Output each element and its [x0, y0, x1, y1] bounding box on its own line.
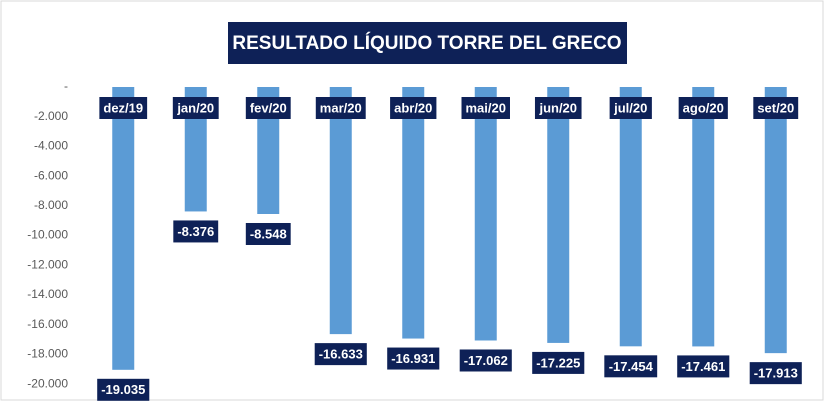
- y-tick-label: -18.000: [27, 347, 68, 361]
- value-label-box: [677, 355, 730, 378]
- x-tick-label: jan/20: [176, 100, 214, 115]
- x-tick-label: fev/20: [250, 100, 287, 115]
- x-tick-label-box: [315, 97, 366, 119]
- value-label: -16.931: [391, 351, 435, 366]
- bar: [547, 87, 570, 343]
- y-tick-label: -20.000: [27, 376, 68, 390]
- value-label: -17.454: [609, 359, 654, 374]
- y-tick-label: -12.000: [27, 257, 68, 271]
- value-label: -8.548: [250, 226, 287, 241]
- y-tick-label: -14.000: [27, 287, 68, 301]
- value-label-box: [245, 222, 291, 245]
- x-tick-label-box: [461, 97, 510, 119]
- y-tick-label: -10.000: [27, 228, 68, 242]
- chart-title: RESULTADO LÍQUIDO TORRE DEL GRECO: [232, 32, 621, 54]
- bar: [402, 87, 425, 339]
- bar: [692, 87, 715, 347]
- bar: [112, 87, 135, 370]
- x-tick-label-box: [245, 97, 291, 119]
- x-tick-label-box: [99, 97, 148, 119]
- y-tick-label: -16.000: [27, 317, 68, 331]
- value-label: -8.376: [177, 224, 214, 239]
- x-tick-label-box: [678, 97, 728, 119]
- value-label-box: [173, 220, 219, 243]
- x-tick-label-box: [753, 97, 799, 119]
- x-tick-label: jun/20: [538, 100, 577, 115]
- x-tick-label: ago/20: [683, 100, 724, 115]
- y-tick-label: -4.000: [34, 139, 68, 153]
- x-tick-label-box: [172, 97, 219, 119]
- value-label: -17.461: [681, 359, 725, 374]
- value-label: -17.913: [754, 366, 798, 381]
- x-tick-label: dez/19: [103, 100, 143, 115]
- value-label: -16.633: [319, 347, 363, 362]
- y-tick-label: -: [64, 79, 68, 93]
- x-tick-label: set/20: [757, 100, 794, 115]
- value-label-box: [532, 351, 585, 374]
- bar: [329, 87, 352, 335]
- title-box: [228, 22, 627, 64]
- x-tick-label-box: [534, 97, 582, 119]
- value-label-box: [387, 347, 440, 370]
- bar: [474, 87, 497, 341]
- x-tick-label: mai/20: [466, 100, 506, 115]
- value-label: -17.062: [464, 353, 508, 368]
- value-label-box: [749, 362, 802, 385]
- x-tick-label-box: [390, 97, 437, 119]
- bar: [764, 87, 787, 354]
- value-label: -19.035: [101, 382, 145, 397]
- value-label-box: [97, 378, 150, 401]
- y-tick-label: -8.000: [34, 198, 68, 212]
- x-tick-label: jul/20: [613, 100, 647, 115]
- x-tick-label: abr/20: [394, 100, 432, 115]
- y-tick-label: -2.000: [34, 109, 68, 123]
- x-tick-label: mar/20: [320, 100, 362, 115]
- y-tick-label: -6.000: [34, 168, 68, 182]
- value-label-box: [604, 355, 658, 378]
- value-label: -17.225: [536, 355, 580, 370]
- x-tick-label-box: [609, 97, 652, 119]
- value-label-box: [314, 343, 367, 366]
- value-label-box: [459, 349, 512, 372]
- bar: [619, 87, 642, 347]
